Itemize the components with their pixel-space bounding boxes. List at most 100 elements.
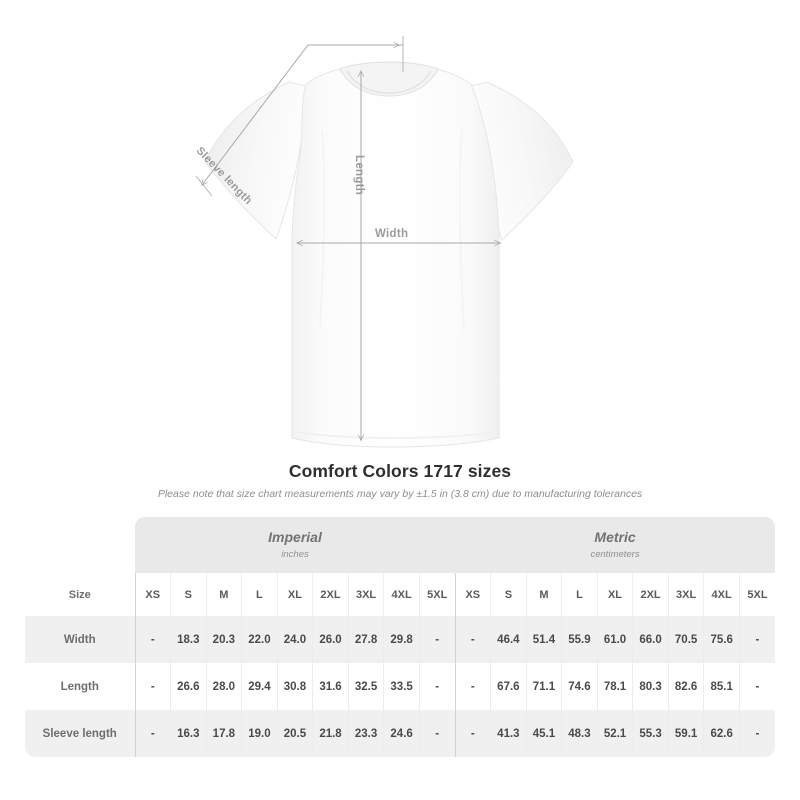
tshirt-illustration xyxy=(195,36,574,448)
cell-imperial-sleeve-length-3xl: 23.3 xyxy=(347,710,384,757)
cell-metric-width-s: 46.4 xyxy=(490,616,527,663)
cell-metric-width-2xl: 66.0 xyxy=(632,616,669,663)
cell-metric-width-xl: 61.0 xyxy=(596,616,633,663)
cell-metric-length-3xl: 82.6 xyxy=(667,663,704,710)
left-sleeve xyxy=(204,81,307,240)
cell-metric-length-s: 67.6 xyxy=(490,663,527,710)
size-header-metric-l: L xyxy=(561,573,598,616)
cell-metric-length-l: 74.6 xyxy=(561,663,598,710)
cell-metric-sleeve-length-3xl: 59.1 xyxy=(667,710,704,757)
cell-metric-width-4xl: 75.6 xyxy=(703,616,740,663)
cell-metric-sleeve-length-l: 48.3 xyxy=(561,710,598,757)
cell-metric-sleeve-length-4xl: 62.6 xyxy=(703,710,740,757)
size-header-imperial-m: M xyxy=(205,573,242,616)
cell-imperial-width-s: 18.3 xyxy=(170,616,207,663)
unit-band-row: Imperial inches Metric centimeters xyxy=(25,517,775,573)
page-title: Comfort Colors 1717 sizes xyxy=(288,461,512,481)
cell-imperial-length-3xl: 32.5 xyxy=(347,663,384,710)
cell-imperial-width-m: 20.3 xyxy=(205,616,242,663)
cell-imperial-length-2xl: 31.6 xyxy=(312,663,349,710)
size-header-metric-4xl: 4XL xyxy=(703,573,740,616)
unit-sub-metric: centimeters xyxy=(590,549,640,560)
cell-imperial-length-5xl: - xyxy=(418,663,456,710)
measurement-annotations xyxy=(195,36,500,440)
fold-hem xyxy=(295,431,497,439)
cell-metric-width-5xl: - xyxy=(738,616,775,663)
cell-metric-length-5xl: - xyxy=(738,663,775,710)
size-header-imperial-xs: XS xyxy=(134,573,171,616)
cell-imperial-width-5xl: - xyxy=(418,616,456,663)
unit-header-imperial: Imperial inches xyxy=(135,517,456,573)
cell-metric-sleeve-length-s: 41.3 xyxy=(490,710,527,757)
table-row: Sleeve length -16.3 17.8 19.0 20.5 21.8 23.3 24… xyxy=(25,710,775,757)
size-header-imperial-2xl: 2XL xyxy=(312,573,349,616)
fold-left xyxy=(319,129,326,331)
unit-name-imperial: Imperial xyxy=(268,529,322,545)
table-head: Imperial inches Metric centimeters Size … xyxy=(25,517,775,616)
cell-imperial-sleeve-length-s: 16.3 xyxy=(170,710,207,757)
size-header-imperial-l: L xyxy=(241,573,278,616)
table-row: Width -18.3 20.3 22.0 24.0 26.0 27.8 29.8- -46.4… xyxy=(25,616,775,663)
unit-name-metric: Metric xyxy=(594,529,636,545)
cell-imperial-sleeve-length-xl: 20.5 xyxy=(276,710,313,757)
cell-imperial-sleeve-length-2xl: 21.8 xyxy=(312,710,349,757)
cell-imperial-length-m: 28.0 xyxy=(205,663,242,710)
size-header-imperial-xl: XL xyxy=(276,573,313,616)
cell-imperial-sleeve-length-4xl: 24.6 xyxy=(383,710,420,757)
cell-imperial-length-s: 26.6 xyxy=(170,663,207,710)
cell-metric-width-m: 51.4 xyxy=(525,616,562,663)
cell-metric-sleeve-length-xs: - xyxy=(454,710,491,757)
cell-imperial-sleeve-length-5xl: - xyxy=(418,710,456,757)
unit-header-metric: Metric centimeters xyxy=(455,517,775,573)
table-row: Length -26.6 28.0 29.4 30.8 31.6 32.5 33.5- -67.… xyxy=(25,663,775,710)
size-header-imperial-4xl: 4XL xyxy=(383,573,420,616)
width-measure-label: Width xyxy=(375,228,409,240)
size-header-imperial-3xl: 3XL xyxy=(347,573,384,616)
title-block: Comfort Colors 1717 sizes Please note th… xyxy=(0,460,800,501)
cell-metric-sleeve-length-m: 45.1 xyxy=(525,710,562,757)
size-header-metric-xl: XL xyxy=(596,573,633,616)
cell-metric-sleeve-length-xl: 52.1 xyxy=(596,710,633,757)
cell-imperial-width-xl: 24.0 xyxy=(276,616,313,663)
size-header-metric-5xl: 5XL xyxy=(738,573,775,616)
cell-metric-length-2xl: 80.3 xyxy=(632,663,669,710)
cell-metric-sleeve-length-2xl: 55.3 xyxy=(632,710,669,757)
cell-metric-sleeve-length-5xl: - xyxy=(738,710,775,757)
size-chart-table-wrap: Imperial inches Metric centimeters Size … xyxy=(25,517,775,757)
cell-imperial-length-l: 29.4 xyxy=(241,663,278,710)
table-body: Width -18.3 20.3 22.0 24.0 26.0 27.8 29.8- -46.4… xyxy=(25,616,775,757)
cell-metric-length-xl: 78.1 xyxy=(596,663,633,710)
size-header-metric-3xl: 3XL xyxy=(667,573,704,616)
row-label-sleeve-length: Sleeve length xyxy=(25,710,135,757)
size-header-metric-2xl: 2XL xyxy=(632,573,669,616)
cell-imperial-length-xs: - xyxy=(134,663,171,710)
sleeve-tick-left xyxy=(195,175,213,197)
size-header-metric-xs: XS xyxy=(454,573,491,616)
column-header-size: Size xyxy=(25,573,135,616)
cell-metric-width-l: 55.9 xyxy=(561,616,598,663)
cell-metric-length-m: 71.1 xyxy=(525,663,562,710)
size-chart-table: Imperial inches Metric centimeters Size … xyxy=(25,517,775,757)
size-header-imperial-s: S xyxy=(170,573,207,616)
row-label-length: Length xyxy=(25,663,135,710)
tshirt-diagram: Sleeve length Length Width xyxy=(194,36,574,448)
cell-imperial-sleeve-length-l: 19.0 xyxy=(241,710,278,757)
cell-imperial-width-4xl: 29.8 xyxy=(383,616,420,663)
size-header-row: Size XS S M L XL 2XL 3XL 4XL 5XL XS S M L XL 2XL 3XL 4XL… xyxy=(25,573,775,616)
size-header-metric-s: S xyxy=(490,573,527,616)
cell-imperial-sleeve-length-m: 17.8 xyxy=(205,710,242,757)
size-header-metric-m: M xyxy=(525,573,562,616)
size-header-imperial-5xl: 5XL xyxy=(418,573,456,616)
cell-metric-length-xs: - xyxy=(454,663,491,710)
cell-imperial-width-2xl: 26.0 xyxy=(312,616,349,663)
cell-imperial-width-3xl: 27.8 xyxy=(347,616,384,663)
fold-right xyxy=(458,129,465,331)
cell-metric-width-3xl: 70.5 xyxy=(667,616,704,663)
tolerance-note: Please note that size chart measurements… xyxy=(157,488,643,500)
cell-imperial-sleeve-length-xs: - xyxy=(134,710,171,757)
unit-sub-imperial: inches xyxy=(281,549,309,560)
cell-metric-length-4xl: 85.1 xyxy=(703,663,740,710)
unit-band-spacer xyxy=(25,517,135,573)
cell-imperial-width-l: 22.0 xyxy=(241,616,278,663)
shirt-body-group xyxy=(204,61,574,448)
